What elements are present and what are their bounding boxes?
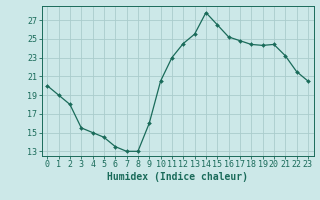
- X-axis label: Humidex (Indice chaleur): Humidex (Indice chaleur): [107, 172, 248, 182]
